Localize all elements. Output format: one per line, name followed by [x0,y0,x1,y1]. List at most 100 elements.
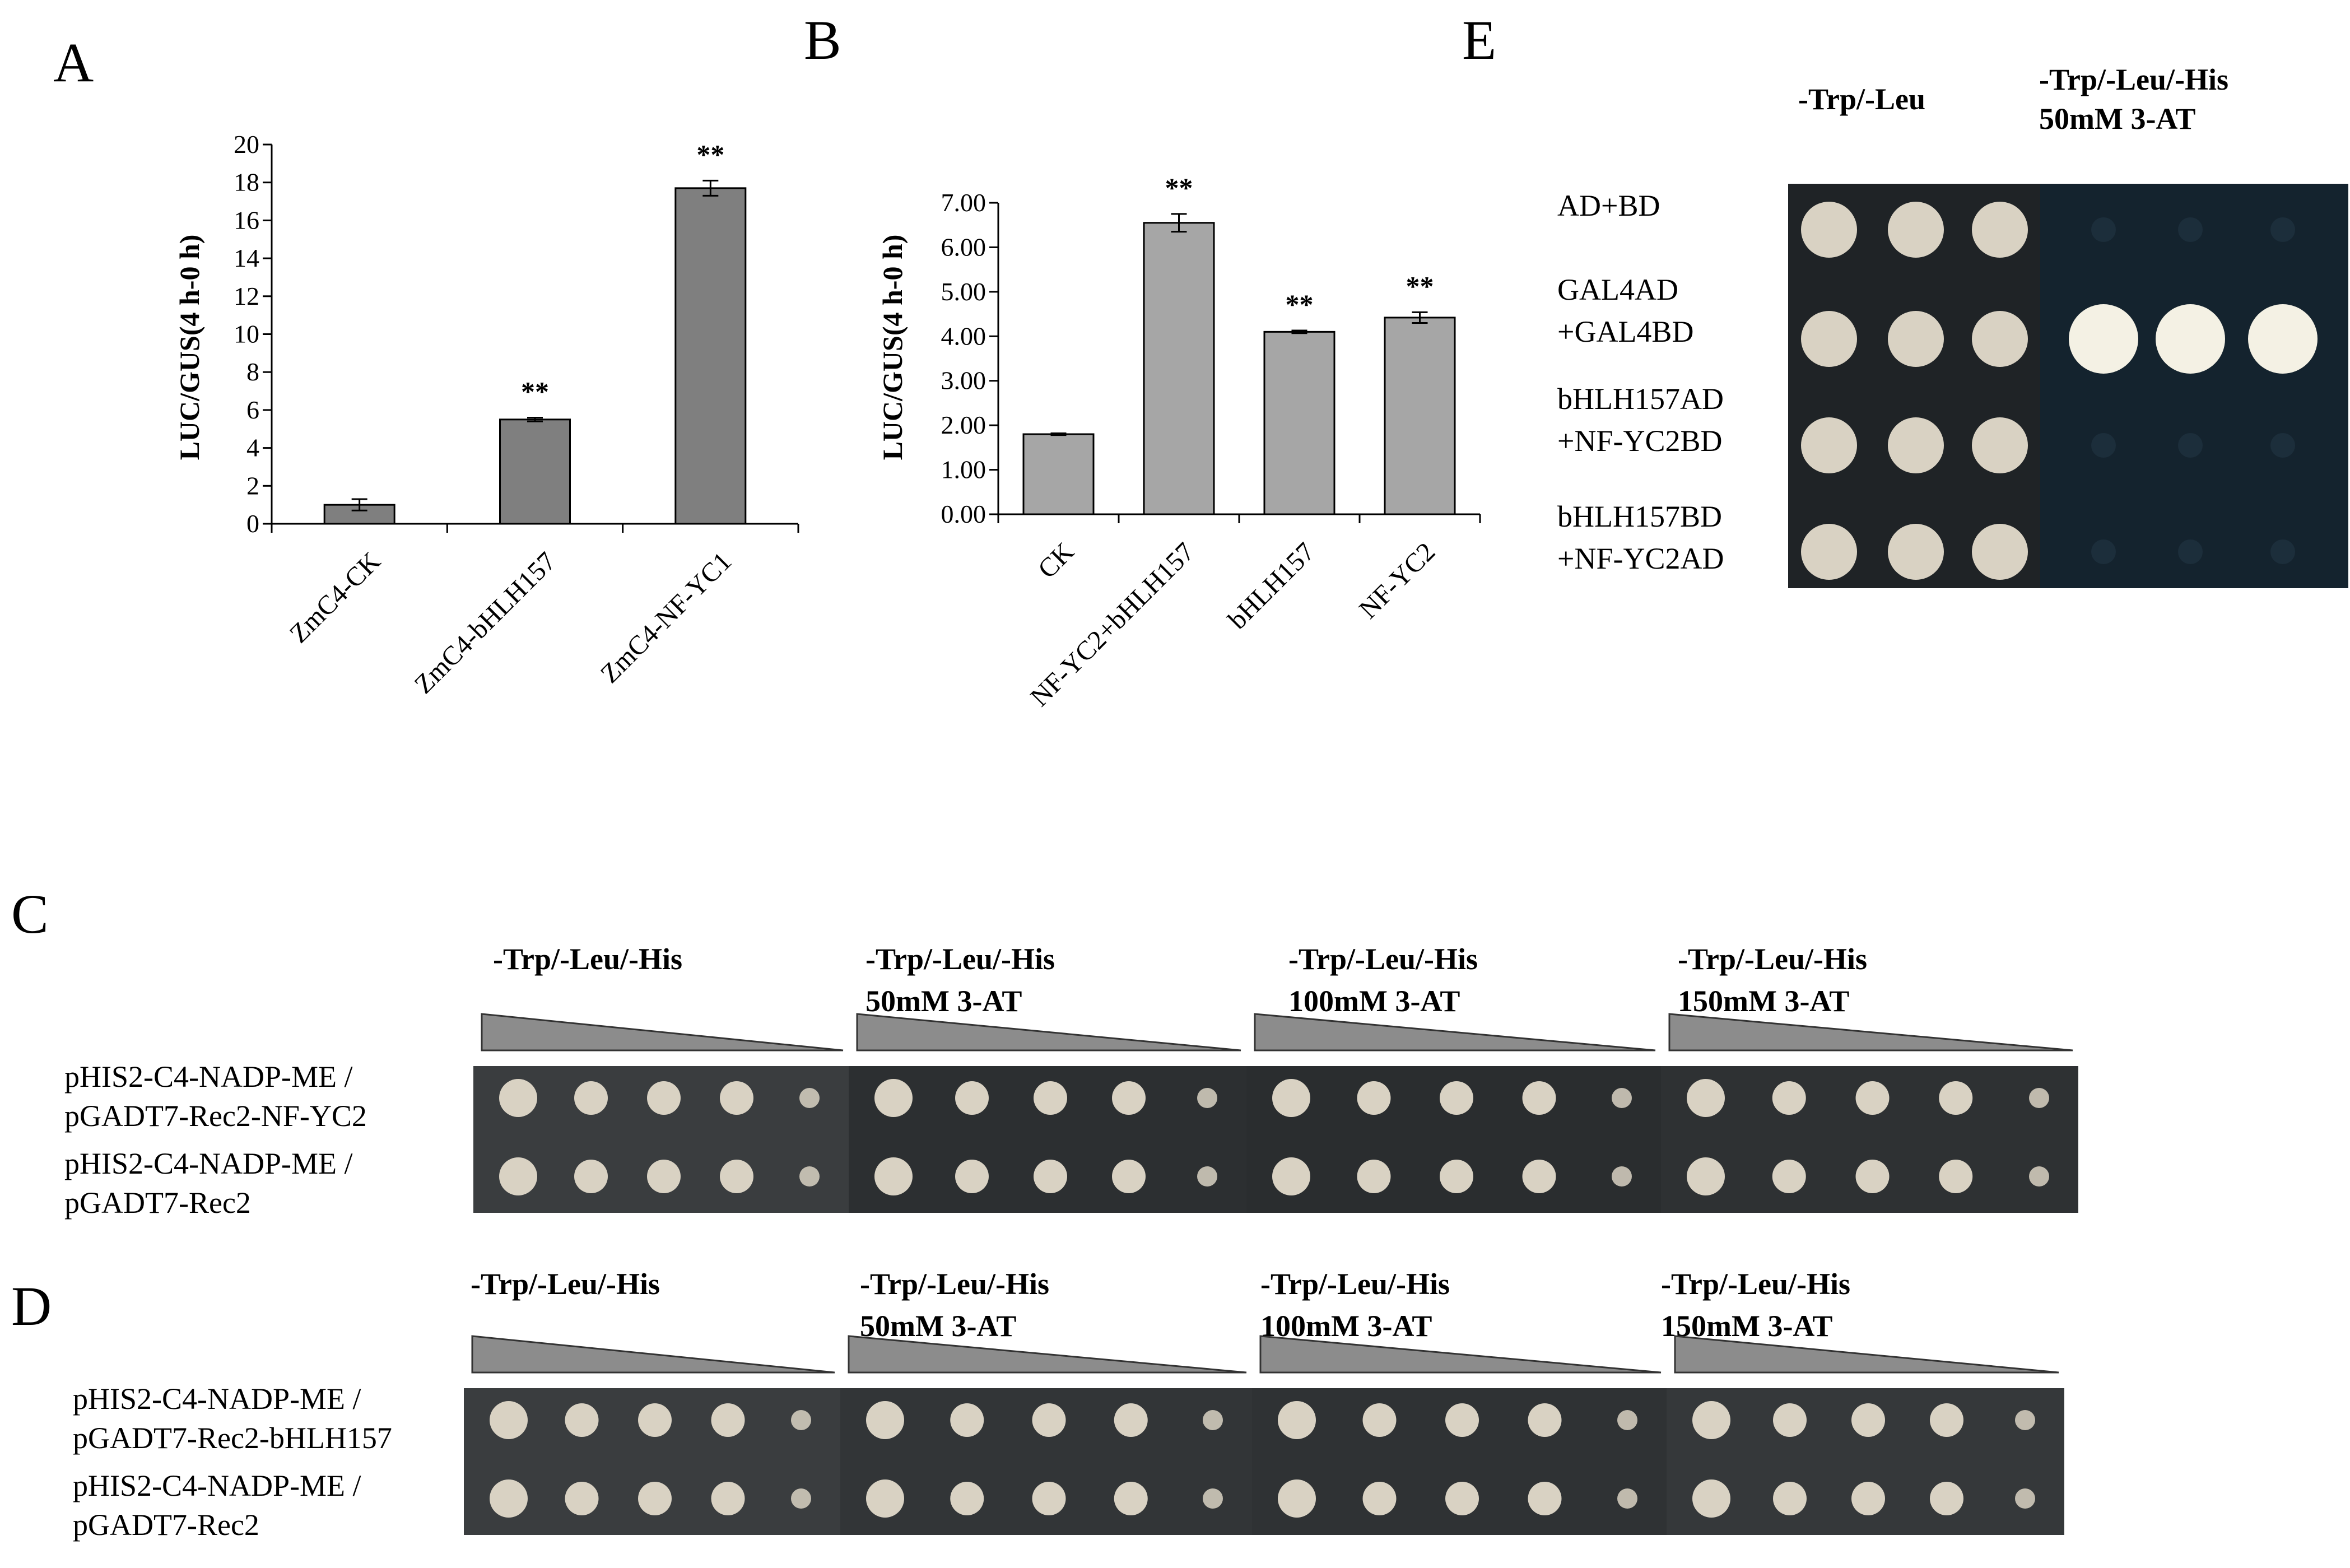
faint-spot [2178,539,2203,564]
condition-label: -Trp/-Leu/-His [1661,1267,1850,1301]
y-tick-label: 5.00 [941,277,986,306]
colony [1888,524,1944,580]
row-label: pGADT7-Rec2-bHLH157 [73,1421,392,1455]
bar [674,187,747,525]
colony [1939,1160,1973,1193]
colony [1032,1403,1066,1437]
panel-label-e: E [1462,9,1496,71]
colony [1357,1160,1391,1193]
colony [1034,1160,1067,1193]
bar [1384,317,1456,515]
condition-label: -Trp/-Leu/-His [865,942,1055,976]
faint-spot [2091,433,2116,458]
colony [1114,1482,1148,1515]
x-category-label: NF-YC2 [1353,537,1441,624]
y-tick-label: 7.00 [941,188,986,217]
y-tick-label: 4.00 [941,322,986,350]
colony [1440,1160,1473,1193]
colony [950,1403,984,1437]
condition-label: 50mM 3-AT [860,1309,1016,1343]
colony [2156,304,2225,374]
row-label: pGADT7-Rec2-NF-YC2 [64,1099,367,1133]
colony [638,1403,672,1437]
colony [1112,1160,1146,1193]
colony [1197,1166,1217,1187]
colony [1112,1081,1146,1115]
colony [1278,1479,1316,1518]
x-category-label: bHLH157 [1222,537,1320,635]
y-tick-label: 20 [234,130,259,159]
faint-spot [2178,433,2203,458]
faint-spot [2091,539,2116,564]
plate-right [2040,184,2348,588]
colony [574,1081,608,1115]
colony [1772,1160,1806,1193]
panel-c: -Trp/-Leu/-His -Trp/-Leu/-His 50mM 3-AT -Tr… [64,942,2078,1220]
bar [1143,222,1215,515]
colony [955,1081,989,1115]
condition-label: -Trp/-Leu/-His [1288,942,1478,976]
panel-d: -Trp/-Leu/-His -Trp/-Leu/-His 50mM 3-AT -Tr… [73,1267,2064,1542]
colony [866,1479,904,1518]
panel-label-b: B [804,9,841,71]
significance-label: ** [1165,172,1193,203]
colony [1801,417,1857,473]
colony [1772,1081,1806,1115]
condition-label: -Trp/-Leu/-His [471,1267,660,1301]
dilution-wedge [1254,1013,1656,1051]
colony [565,1482,599,1515]
dilution-wedge [1668,1013,2073,1051]
y-tick-label: 3.00 [941,366,986,395]
colony [1528,1403,1562,1437]
condition-label: -Trp/-Leu/-His [493,942,682,976]
colony [711,1482,745,1515]
dilution-wedge [848,1335,1247,1374]
colony [1851,1482,1885,1515]
y-tick-label: 2 [246,471,259,500]
dilution-wedge [1674,1335,2059,1374]
colony [1034,1081,1067,1115]
colony [1855,1160,1890,1193]
colony [1930,1482,1963,1515]
colony [1362,1482,1397,1515]
dilution-wedge [481,1013,844,1051]
colony [1197,1088,1217,1108]
colony [791,1488,811,1509]
y-tick-label: 8 [246,357,259,386]
colony [638,1482,672,1515]
colony [1888,417,1944,473]
colony [1930,1403,1963,1437]
colony [1773,1482,1807,1515]
colony [499,1079,537,1117]
colony [490,1479,528,1518]
colony [1972,202,2028,258]
colony [2015,1410,2035,1430]
y-tick-label: 10 [234,320,259,348]
y-tick-label: 6 [246,396,259,424]
colony [1851,1403,1885,1437]
panel-label-d: D [11,1275,52,1337]
row-label: pGADT7-Rec2 [64,1186,251,1220]
row-label: pHIS2-C4-NADP-ME / [73,1469,361,1502]
colony [1855,1081,1890,1115]
row-label: pGADT7-Rec2 [73,1508,259,1542]
y-tick-label: 1.00 [941,455,986,484]
x-category-label: CK [1032,537,1080,584]
colony [1692,1479,1730,1518]
colony [1972,311,2028,367]
colony [955,1160,989,1193]
colony [1032,1482,1066,1515]
colony [1692,1401,1730,1439]
x-category-label: ZmC4-CK [284,546,387,649]
e-row-label: bHLH157BD [1557,500,1722,533]
colony [1972,524,2028,580]
colony [720,1160,753,1193]
e-row-label: +GAL4BD [1557,315,1693,348]
chart-b-ylabel: LUC/GUS(4 h-0 h) [877,235,908,460]
colony [1612,1088,1632,1108]
row-label: pHIS2-C4-NADP-ME / [64,1060,353,1094]
colony [1801,202,1857,258]
row-label: pHIS2-C4-NADP-ME / [73,1382,361,1416]
colony [1617,1410,1637,1430]
colony [1687,1157,1725,1195]
